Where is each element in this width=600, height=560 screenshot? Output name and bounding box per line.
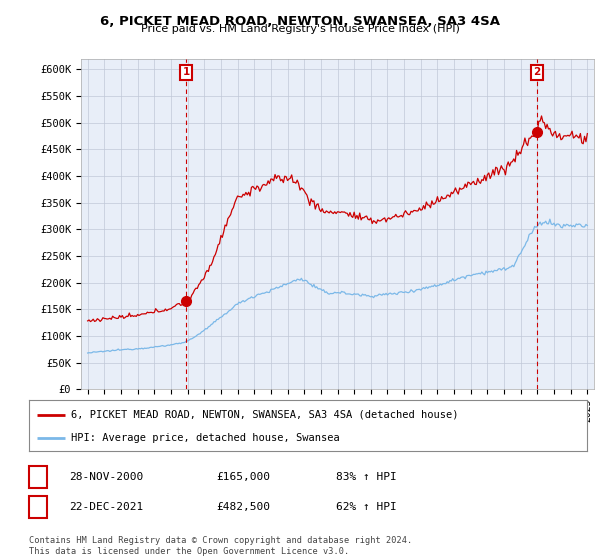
Text: 83% ↑ HPI: 83% ↑ HPI — [336, 472, 397, 482]
Text: 2: 2 — [533, 67, 541, 77]
Text: 62% ↑ HPI: 62% ↑ HPI — [336, 502, 397, 512]
Text: 1: 1 — [182, 67, 190, 77]
Text: 28-NOV-2000: 28-NOV-2000 — [69, 472, 143, 482]
Text: HPI: Average price, detached house, Swansea: HPI: Average price, detached house, Swan… — [71, 433, 340, 443]
Text: 22-DEC-2021: 22-DEC-2021 — [69, 502, 143, 512]
Text: Contains HM Land Registry data © Crown copyright and database right 2024.
This d: Contains HM Land Registry data © Crown c… — [29, 536, 412, 556]
Text: Price paid vs. HM Land Registry's House Price Index (HPI): Price paid vs. HM Land Registry's House … — [140, 24, 460, 34]
Text: 6, PICKET MEAD ROAD, NEWTON, SWANSEA, SA3 4SA: 6, PICKET MEAD ROAD, NEWTON, SWANSEA, SA… — [100, 15, 500, 27]
Text: 2: 2 — [34, 502, 41, 512]
Text: £165,000: £165,000 — [216, 472, 270, 482]
Text: 6, PICKET MEAD ROAD, NEWTON, SWANSEA, SA3 4SA (detached house): 6, PICKET MEAD ROAD, NEWTON, SWANSEA, SA… — [71, 409, 458, 419]
Text: 1: 1 — [34, 472, 41, 482]
Text: £482,500: £482,500 — [216, 502, 270, 512]
